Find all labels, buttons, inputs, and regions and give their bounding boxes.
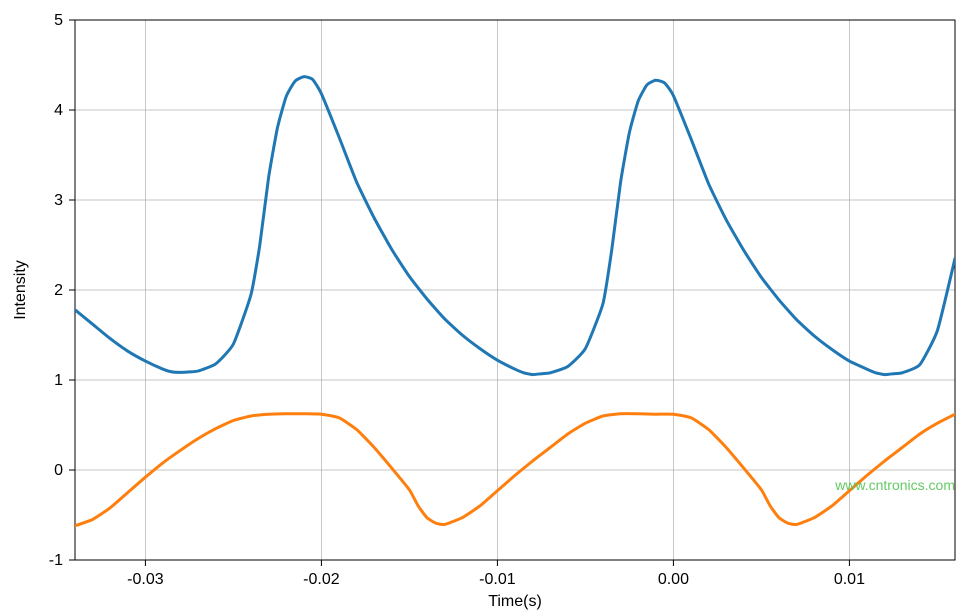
y-tick-label: 0 — [54, 462, 63, 479]
x-tick-label: 0.00 — [658, 571, 689, 588]
line-chart: -0.03 -0.02 -0.01 0.00 0.01 -1 0 1 2 3 4 5 Time(s) In… — [0, 0, 974, 610]
y-tick-label: 3 — [54, 192, 63, 209]
x-tick-label: -0.02 — [303, 571, 340, 588]
chart-container: -0.03 -0.02 -0.01 0.00 0.01 -1 0 1 2 3 4 5 Time(s) In… — [0, 0, 974, 610]
y-tick-label: 4 — [54, 102, 63, 119]
x-axis-label: Time(s) — [488, 593, 542, 610]
watermark-text: www.cntronics.com — [834, 477, 955, 493]
y-tick-label: -1 — [49, 552, 63, 569]
x-tick-label: -0.03 — [127, 571, 164, 588]
y-tick-label: 5 — [54, 12, 63, 29]
x-tick-label: -0.01 — [479, 571, 516, 588]
y-tick-label: 2 — [54, 282, 63, 299]
x-tick-label: 0.01 — [834, 571, 865, 588]
y-axis-label: Intensity — [12, 260, 29, 320]
y-tick-label: 1 — [54, 372, 63, 389]
